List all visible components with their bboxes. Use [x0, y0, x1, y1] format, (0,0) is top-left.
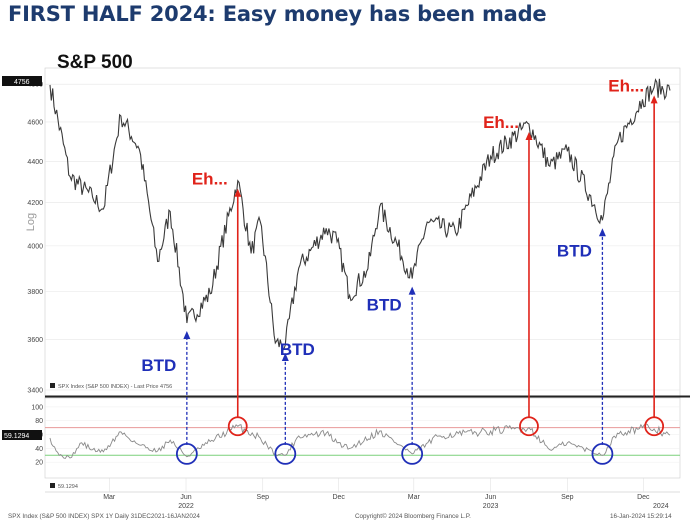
x-month-label: Sep	[561, 494, 574, 501]
page-title: FIRST HALF 2024: Easy money has been mad…	[8, 2, 547, 26]
footer-copyright: Copyright© 2024 Bloomberg Finance L.P.	[355, 512, 471, 520]
price-tick-label: 4000	[27, 243, 43, 250]
eh-annotation: Eh...	[483, 113, 519, 132]
indicator-low-circle	[175, 442, 198, 465]
indicator-series-line	[49, 423, 671, 459]
price-tick-label: 4400	[27, 159, 43, 166]
indicator-panel	[44, 397, 681, 479]
x-year-label: 2024	[653, 503, 669, 510]
price-tick-label: 3400	[27, 388, 43, 395]
eh-annotation: Eh...	[192, 170, 228, 189]
buy-arrow-head	[183, 330, 191, 339]
price-series-line	[49, 78, 671, 352]
x-year-label: 2023	[483, 503, 499, 510]
btd-annotation: BTD	[141, 356, 176, 375]
sell-arrow-head	[525, 132, 533, 141]
footer-source: SPX Index (S&P 500 INDEX) SPX 1Y Daily 3…	[8, 513, 200, 520]
footer-timestamp: 16-Jan-2024 15:29:14	[610, 513, 672, 520]
btd-annotation: BTD	[557, 241, 592, 260]
x-month-label: Dec	[637, 494, 650, 501]
eh-annotation: Eh...	[608, 76, 644, 95]
indicator-last-value: 59.1294	[4, 433, 29, 440]
x-year-label: 2022	[178, 503, 194, 510]
x-month-label: Jun	[485, 494, 496, 501]
x-month-label: Dec	[332, 494, 345, 501]
price-tick-label: 3800	[27, 289, 43, 296]
indicator-high-circle	[227, 416, 248, 437]
sell-arrow-head	[234, 188, 242, 197]
buy-arrow-head	[281, 352, 289, 361]
x-axis-month-labels: Mar Jun Sep Dec Mar Jun Sep Dec	[103, 478, 650, 501]
x-month-label: Mar	[103, 494, 116, 501]
sell-arrow-head	[650, 95, 658, 104]
indicator-high-circle	[519, 416, 539, 437]
price-tick-label: 4600	[27, 119, 43, 126]
btd-annotation: BTD	[280, 340, 315, 359]
price-tick-label: 4200	[27, 200, 43, 207]
last-price-flag	[2, 76, 42, 86]
buy-arrow-head	[598, 228, 606, 237]
x-axis-year-labels: 2022 2023 2024	[178, 503, 668, 510]
x-month-label: Sep	[257, 494, 270, 501]
indicator-tick-label: 40	[35, 446, 43, 453]
indicator-legend-swatch	[50, 483, 55, 488]
price-y-ticks: 34003600380040004200440046004800	[27, 82, 43, 395]
legend-swatch	[50, 383, 55, 388]
y-axis-label: Log	[25, 213, 37, 231]
x-month-label: Mar	[408, 494, 421, 501]
last-price-value: 4756	[14, 79, 30, 86]
buy-arrow-head	[408, 286, 416, 295]
price-gridlines	[45, 83, 680, 391]
indicator-gridlines	[45, 406, 680, 463]
indicator-low-circle	[401, 442, 424, 465]
x-month-label: Jun	[180, 494, 191, 501]
price-legend: SPX Index (S&P 500 INDEX) - Last Price 4…	[58, 384, 172, 390]
annotation-layer: Eh... Eh... Eh... BTD BTD BTD BTD	[141, 76, 665, 465]
indicator-low-circle	[274, 442, 297, 465]
price-panel	[44, 67, 681, 399]
chart-title: S&P 500	[57, 52, 133, 73]
indicator-value-flag	[2, 430, 42, 440]
indicator-legend: 59.1294	[58, 484, 78, 490]
indicator-low-circle	[591, 442, 614, 465]
indicator-tick-label: 100	[31, 404, 43, 411]
price-tick-label: 3600	[27, 337, 43, 344]
indicator-tick-label: 80	[35, 418, 43, 425]
indicator-reference-lines	[45, 427, 680, 456]
btd-annotation: BTD	[367, 296, 402, 315]
indicator-high-circle	[644, 416, 665, 437]
indicator-tick-label: 20	[35, 460, 43, 467]
